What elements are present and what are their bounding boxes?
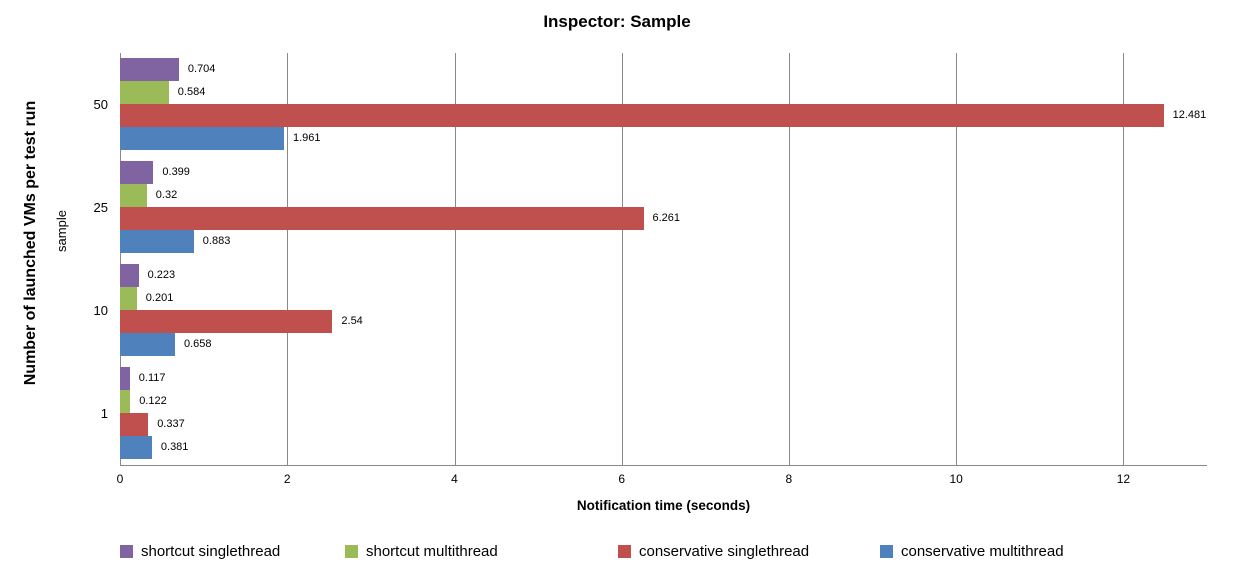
- gridline-x-2: [287, 53, 289, 465]
- bar-conservative-singlethread-cat-1: [120, 413, 149, 436]
- legend: shortcut singlethread shortcut multithrea…: [0, 540, 1234, 564]
- bar-conservative-multithread-cat-10: [120, 333, 175, 356]
- legend-label: conservative singlethread: [639, 542, 810, 560]
- legend-item-conservative-multithread: conservative multithread: [880, 540, 1064, 562]
- bar-conservative-multithread-cat-50: [120, 127, 284, 150]
- x-tick-label-10: 10: [949, 472, 963, 486]
- legend-swatch-icon: [618, 544, 631, 558]
- bar-value-label: 0.883: [202, 235, 231, 247]
- x-axis-title: Notification time (seconds): [576, 498, 751, 513]
- legend-item-shortcut-singlethread: shortcut singlethread: [120, 540, 280, 562]
- bar-conservative-singlethread-cat-50: [120, 104, 1164, 127]
- bar-value-label: 0.381: [160, 441, 189, 453]
- bar-conservative-singlethread-cat-25: [120, 207, 644, 230]
- legend-swatch-icon: [345, 544, 358, 558]
- bar-conservative-multithread-cat-1: [120, 436, 152, 459]
- legend-label: shortcut singlethread: [141, 542, 281, 560]
- bar-shortcut-multithread-cat-25: [120, 184, 147, 207]
- legend-label: shortcut multithread: [366, 542, 498, 560]
- gridline-x-6: [621, 53, 623, 465]
- bar-conservative-multithread-cat-25: [120, 230, 194, 253]
- bar-conservative-singlethread-cat-10: [120, 310, 333, 333]
- bar-value-label: 2.54: [341, 315, 363, 327]
- bar-shortcut-multithread-cat-50: [120, 81, 169, 104]
- bar-value-label: 1.961: [293, 132, 321, 144]
- x-tick-label-4: 4: [451, 472, 458, 486]
- bar-value-label: 0.201: [145, 292, 174, 304]
- bar-shortcut-singlethread-cat-50: [120, 58, 179, 81]
- category-label-10: 10: [93, 302, 108, 318]
- category-label-1: 1: [100, 405, 108, 421]
- category-label-50: 50: [93, 96, 108, 112]
- gridline-x-0: [120, 53, 121, 465]
- bar-shortcut-multithread-cat-10: [120, 287, 137, 310]
- gridline-x-8: [788, 53, 790, 465]
- bar-value-label: 0.704: [187, 63, 216, 75]
- legend-swatch-icon: [120, 544, 133, 558]
- x-tick-label-6: 6: [618, 472, 626, 486]
- legend-item-shortcut-multithread: shortcut multithread: [345, 540, 498, 562]
- bar-value-label: 0.223: [147, 269, 176, 281]
- gridline-x-4: [454, 53, 456, 465]
- bar-value-label: 6.261: [652, 212, 681, 224]
- legend-label: conservative multithread: [901, 542, 1064, 560]
- bar-shortcut-singlethread-cat-1: [120, 367, 130, 390]
- bar-shortcut-singlethread-cat-25: [120, 161, 154, 184]
- bar-value-label: 0.122: [139, 395, 167, 407]
- bar-value-label: 0.117: [138, 372, 166, 384]
- y-axis-title: Number of launched VMs per test run: [22, 100, 39, 386]
- bar-value-label: 0.658: [184, 338, 212, 350]
- bar-value-label: 12.481: [1172, 109, 1207, 121]
- x-tick-label-0: 0: [116, 472, 124, 486]
- legend-swatch-icon: [880, 544, 893, 558]
- legend-item-conservative-singlethread: conservative singlethread: [618, 540, 809, 562]
- bar-value-label: 0.337: [157, 418, 185, 430]
- bar-value-label: 0.399: [162, 166, 190, 178]
- plot-area: 0.704 0.584 12.481 1.961 0.399 0.32 6.261 0.883…: [120, 53, 1207, 466]
- x-tick-label-8: 8: [785, 472, 793, 486]
- x-tick-label-2: 2: [283, 472, 291, 486]
- category-label-25: 25: [93, 199, 108, 215]
- gridline-x-10: [956, 53, 958, 465]
- chart-title: Inspector: Sample: [543, 12, 691, 31]
- bar-value-label: 0.584: [177, 86, 206, 98]
- x-tick-label-12: 12: [1116, 472, 1131, 486]
- bar-shortcut-singlethread-cat-10: [120, 264, 139, 287]
- bar-shortcut-multithread-cat-1: [120, 390, 131, 413]
- bar-value-label: 0.32: [155, 189, 178, 201]
- gridline-x-12: [1123, 53, 1125, 465]
